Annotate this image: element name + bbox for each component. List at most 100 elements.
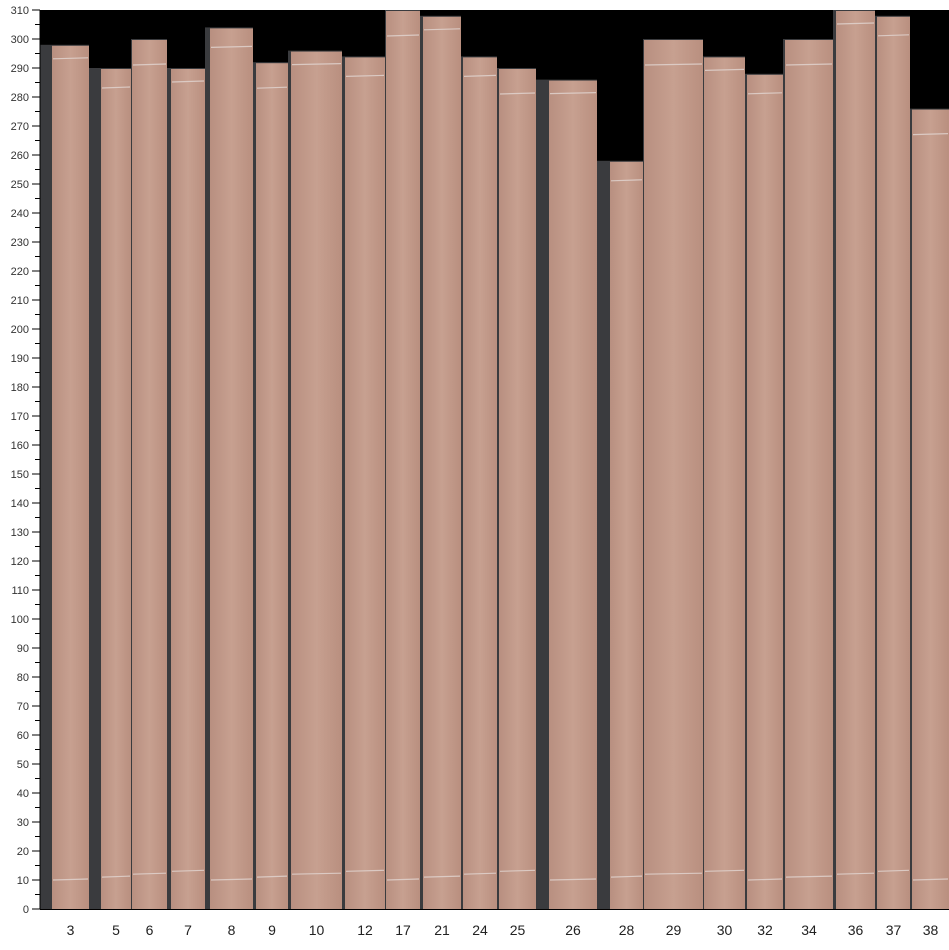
tape-mark — [291, 872, 342, 875]
y-tick-label: 230 — [11, 237, 29, 249]
veneer-board — [912, 109, 949, 910]
tape-mark — [171, 869, 205, 872]
veneer-board — [785, 40, 833, 909]
x-tick-label: 34 — [801, 922, 817, 938]
y-tick-label: 190 — [11, 353, 29, 365]
tape-mark — [291, 63, 342, 66]
tape-mark — [132, 872, 167, 875]
x-tick-label: 3 — [67, 922, 75, 938]
y-tick-label: 90 — [17, 643, 29, 655]
y-tick-label: 50 — [17, 759, 29, 771]
y-tick-label: 270 — [11, 121, 29, 133]
tape-mark — [610, 179, 643, 182]
veneer-board — [704, 57, 745, 909]
x-axis: 3 5 6 7 8 9 10 12 17 21 24 25 26 28 29 30 32 34 36 37 38 — [40, 909, 949, 938]
x-tick-label: 25 — [510, 922, 526, 938]
boards — [40, 10, 949, 910]
x-tick-label: 24 — [472, 922, 488, 938]
veneer-board — [210, 28, 253, 909]
tape-mark — [463, 872, 497, 875]
x-tick-label: 32 — [757, 922, 773, 938]
y-tick-label: 280 — [11, 92, 29, 104]
tape-mark — [912, 878, 949, 881]
x-tick-label: 38 — [923, 922, 939, 938]
tape-mark — [610, 875, 643, 878]
x-tick-label: 29 — [666, 922, 682, 938]
y-tick-label: 100 — [11, 614, 29, 626]
y-tick-label: 10 — [17, 875, 29, 887]
y-tick-label: 130 — [11, 527, 29, 539]
tape-mark — [345, 869, 385, 872]
veneer-board — [386, 11, 420, 909]
y-tick-label: 290 — [11, 63, 29, 75]
tape-mark — [704, 68, 745, 71]
tape-mark — [877, 869, 910, 872]
y-tick-label: 110 — [11, 585, 29, 597]
tape-mark — [704, 869, 745, 872]
tape-mark — [52, 878, 89, 881]
veneer-board — [291, 51, 342, 910]
tape-mark — [256, 875, 288, 878]
x-tick-label: 26 — [565, 922, 581, 938]
tape-mark — [499, 869, 536, 872]
tape-mark — [877, 34, 910, 37]
y-tick-label: 70 — [17, 701, 29, 713]
tape-mark — [785, 63, 833, 66]
tape-mark — [423, 28, 461, 31]
veneer-board — [549, 80, 597, 910]
veneer-board — [256, 63, 288, 909]
y-tick-label: 220 — [11, 266, 29, 278]
y-tick-label: 40 — [17, 788, 29, 800]
x-tick-label: 21 — [434, 922, 450, 938]
veneer-board — [499, 69, 536, 909]
x-tick-label: 36 — [848, 922, 864, 938]
tape-mark — [210, 878, 253, 881]
y-tick-label: 20 — [17, 846, 29, 858]
tape-mark — [463, 74, 497, 77]
x-tick-label: 9 — [268, 922, 276, 938]
tape-mark — [836, 872, 875, 875]
x-tick-label: 5 — [112, 922, 120, 938]
tape-mark — [52, 57, 89, 60]
tape-mark — [210, 45, 253, 48]
x-tick-label: 12 — [357, 922, 373, 938]
y-tick-label: 140 — [11, 498, 29, 510]
veneer-board — [610, 161, 643, 910]
tape-mark — [101, 86, 131, 89]
veneer-board — [345, 57, 385, 909]
veneer-board — [836, 11, 875, 909]
x-tick-label: 17 — [395, 922, 411, 938]
veneer-board — [52, 45, 89, 910]
tape-mark — [345, 74, 385, 77]
y-tick-label: 30 — [17, 817, 29, 829]
y-tick-label: 200 — [11, 324, 29, 336]
veneer-board — [101, 69, 131, 909]
tape-mark — [132, 63, 167, 66]
x-tick-label: 7 — [184, 922, 192, 938]
y-tick-label: 300 — [11, 34, 29, 46]
x-tick-label: 8 — [228, 922, 236, 938]
tape-mark — [836, 22, 875, 25]
y-tick-label: 80 — [17, 672, 29, 684]
tape-mark — [256, 86, 288, 89]
y-tick-label: 310 — [11, 5, 29, 17]
y-tick-label: 0 — [23, 904, 29, 916]
tape-mark — [386, 34, 420, 37]
veneer-board — [644, 40, 703, 909]
tape-mark — [785, 875, 833, 878]
tape-mark — [499, 92, 536, 95]
y-tick-label: 260 — [11, 150, 29, 162]
tape-mark — [644, 63, 703, 66]
tape-mark — [386, 878, 420, 881]
tape-mark — [644, 872, 703, 875]
tape-mark — [912, 133, 949, 136]
y-axis: 0 10 20 30 40 50 60 70 80 90 100 110 120 130 140 150 160… — [11, 5, 41, 916]
y-tick-label: 160 — [11, 440, 29, 452]
x-tick-label: 10 — [309, 922, 325, 938]
tape-mark — [549, 878, 597, 881]
y-tick-label: 120 — [11, 556, 29, 568]
veneer-board — [877, 16, 910, 910]
x-tick-label: 28 — [619, 922, 635, 938]
y-tick-label: 250 — [11, 179, 29, 191]
